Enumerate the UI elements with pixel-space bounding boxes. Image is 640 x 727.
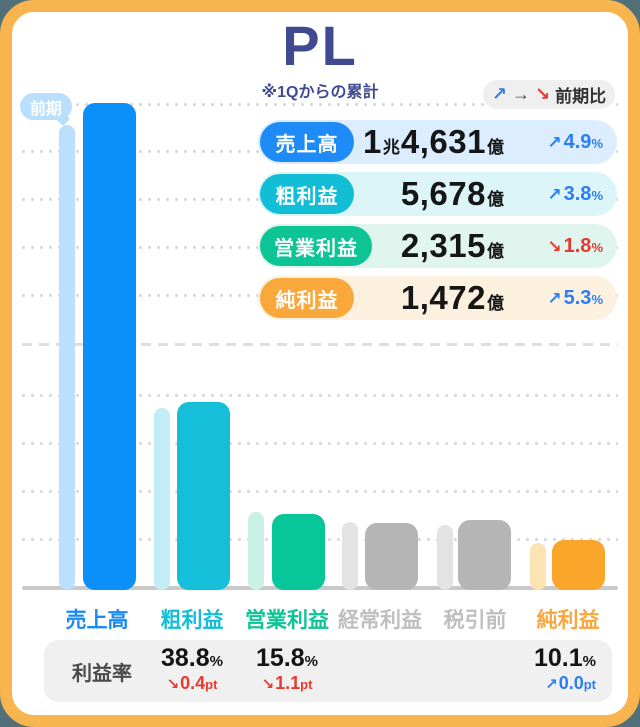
change-value: 4.9 (563, 130, 592, 153)
stat-change-operating-profit: ↘ 1.8% (519, 235, 603, 258)
profit-margin-label: 利益率 (72, 662, 132, 685)
gridline-dashed (22, 343, 618, 346)
profit-margin-panel: 利益率 38.8% ↘0.4pt 15.8% ↘1.1pt 10.1% ↗0.0… (44, 640, 612, 702)
delta-unit: pt (583, 676, 596, 692)
margin-col-gross-profit: 38.8% ↘0.4pt (130, 644, 254, 694)
value-unit: 兆 (382, 138, 400, 157)
value-unit: 億 (487, 294, 504, 313)
bar-売上高-当期 (83, 103, 136, 590)
bar-税引前-前期 (437, 525, 453, 590)
percent-sign: % (591, 135, 603, 151)
margin-value: 15.8 (255, 644, 305, 672)
bar-粗利益-前期 (154, 408, 170, 590)
bar-経常利益-当期 (365, 523, 418, 590)
bar-経常利益-前期 (342, 522, 358, 590)
value-unit: 億 (487, 242, 504, 261)
margin-value: 38.8 (160, 644, 210, 672)
gridline-dotted (22, 394, 618, 397)
bar-粗利益-当期 (177, 402, 230, 590)
legend-down-arrow-icon: ↘ (535, 84, 551, 104)
bar-純利益-前期 (530, 543, 546, 590)
percent-sign: % (582, 653, 596, 670)
change-value: 5.3 (563, 286, 592, 309)
trend-arrow-icon: ↘ (166, 675, 180, 693)
percent-sign: % (591, 187, 603, 203)
stat-value-revenue: 1 兆 4,631 億 (354, 123, 519, 161)
gridline-dotted (22, 442, 618, 445)
trend-arrow-icon: ↘ (547, 236, 562, 256)
value-unit: 億 (487, 138, 504, 157)
x-axis-baseline (22, 586, 618, 590)
stat-value-net-profit: 1,472 億 (354, 279, 519, 317)
axis-label-gross-profit: 粗利益 (160, 609, 224, 632)
change-value: 1.8 (563, 234, 592, 257)
percent-sign: % (591, 239, 603, 255)
trend-arrow-icon: ↗ (547, 132, 562, 152)
gridline-dotted (22, 103, 618, 106)
delta-unit: pt (205, 676, 218, 692)
axis-label-ordinary-profit: 経常利益 (338, 609, 422, 632)
page-subtitle: ※1Qからの累計 (261, 84, 379, 101)
previous-period-badge: 前期 (20, 93, 72, 120)
value-big: 5,678 (400, 175, 486, 212)
page-title: PL (282, 14, 358, 77)
stat-change-net-profit: ↗ 5.3% (519, 287, 603, 310)
stat-value-gross-profit: 5,678 億 (354, 175, 519, 213)
bar-税引前-当期 (458, 520, 511, 590)
bar-純利益-当期 (552, 540, 605, 590)
delta-value: 0.4 (180, 672, 206, 693)
trend-arrow-icon: ↗ (547, 184, 562, 204)
bar-営業利益-当期 (272, 514, 325, 590)
axis-label-operating-profit: 営業利益 (245, 609, 329, 632)
legend-label: 前期比 (555, 87, 607, 106)
value-big: 4,631 (400, 123, 486, 160)
percent-sign: % (591, 291, 603, 307)
bar-営業利益-前期 (248, 512, 264, 590)
percent-sign: % (304, 653, 318, 670)
legend-up-arrow-icon: ↗ (491, 84, 507, 104)
trend-arrow-icon: ↘ (261, 675, 275, 693)
delta-value: 1.1 (275, 672, 301, 693)
stat-pill-operating-profit: 営業利益 (260, 226, 372, 266)
axis-label-pretax-profit: 税引前 (443, 609, 507, 632)
stat-row-revenue: 売上高 1 兆 4,631 億 ↗ 4.9% (258, 120, 617, 164)
value-big: 1 (363, 123, 382, 160)
value-unit: 億 (487, 190, 504, 209)
stat-pill-net-profit: 純利益 (260, 278, 354, 318)
margin-col-operating-profit: 15.8% ↘1.1pt (225, 644, 349, 694)
stat-value-operating-profit: 2,315 億 (372, 227, 519, 265)
delta-unit: pt (300, 676, 313, 692)
margin-delta-net-profit: ↗0.0pt (472, 672, 596, 694)
axis-label-net-profit: 純利益 (536, 609, 600, 632)
stat-change-gross-profit: ↗ 3.8% (519, 183, 603, 206)
trend-arrow-icon: ↗ (545, 675, 558, 693)
margin-delta-operating-profit: ↘1.1pt (225, 672, 349, 694)
value-big: 2,315 (400, 227, 486, 264)
stat-row-operating-profit: 営業利益 2,315 億 ↘ 1.8% (258, 224, 617, 268)
stat-pill-revenue: 売上高 (260, 122, 354, 162)
trend-arrow-icon: ↗ (547, 288, 562, 308)
delta-value: 0.0 (558, 672, 584, 693)
stat-change-revenue: ↗ 4.9% (519, 131, 603, 154)
stat-row-gross-profit: 粗利益 5,678 億 ↗ 3.8% (258, 172, 617, 216)
bar-売上高-前期 (59, 125, 75, 590)
gridline-dotted (22, 490, 618, 493)
change-value: 3.8 (563, 182, 592, 205)
stat-row-net-profit: 純利益 1,472 億 ↗ 5.3% (258, 276, 617, 320)
stat-pill-gross-profit: 粗利益 (260, 174, 354, 214)
margin-value: 10.1 (533, 644, 583, 672)
margin-col-net-profit: 10.1% ↗0.0pt (472, 644, 596, 694)
margin-delta-gross-profit: ↘0.4pt (130, 672, 254, 694)
comparison-legend: ↗ → ↘ 前期比 (483, 80, 615, 109)
axis-label-revenue: 売上高 (65, 609, 129, 632)
legend-flat-arrow-icon: → (512, 84, 530, 104)
percent-sign: % (209, 653, 223, 670)
value-big: 1,472 (400, 279, 486, 316)
